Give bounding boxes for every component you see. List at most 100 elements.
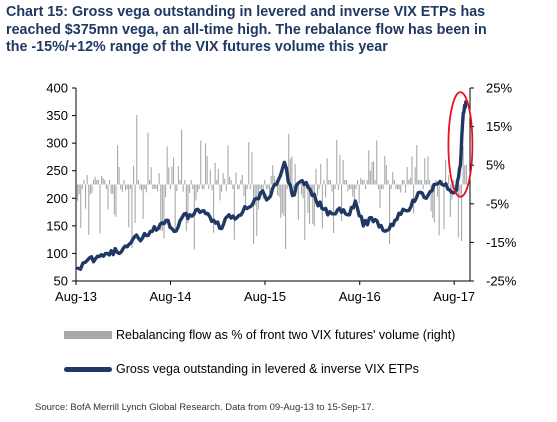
rebalancing-bar xyxy=(192,184,194,190)
rebalancing-bar xyxy=(251,152,253,185)
rebalancing-bar xyxy=(267,184,269,190)
source-note: Source: BofA Merrill Lynch Global Resear… xyxy=(35,402,375,413)
rebalancing-bar xyxy=(107,184,109,210)
rebalancing-bar xyxy=(421,179,423,185)
rebalancing-bar xyxy=(129,184,131,190)
right-tick-label: -25% xyxy=(486,274,517,289)
rebalancing-bar xyxy=(174,184,176,229)
rebalancing-bar xyxy=(363,179,365,185)
rebalancing-bar xyxy=(411,156,413,185)
rebalancing-bar xyxy=(190,179,192,185)
rebalancing-bar xyxy=(320,163,322,185)
rebalancing-bar xyxy=(179,179,181,185)
rebalancing-bar xyxy=(229,176,231,185)
rebalancing-bar xyxy=(187,184,189,223)
rebalancing-bar xyxy=(109,179,111,185)
rebalancing-bar xyxy=(459,184,461,196)
rebalancing-bar xyxy=(373,161,375,185)
rebalancing-bar xyxy=(153,184,155,190)
rebalancing-bar xyxy=(176,184,178,191)
rebalancing-bar xyxy=(136,115,138,185)
rebalancing-bar xyxy=(89,184,91,195)
rebalancing-bar xyxy=(405,184,407,193)
rebalancing-bar xyxy=(102,178,104,185)
rebalancing-bar xyxy=(131,184,133,249)
rebalancing-bar xyxy=(293,184,295,190)
rebalancing-bar xyxy=(443,184,445,229)
rebalancing-bar xyxy=(227,145,229,185)
rebalancing-bar xyxy=(160,184,162,231)
rebalancing-bar xyxy=(465,164,467,185)
rebalancing-bar xyxy=(462,146,464,185)
right-tick-label: 5% xyxy=(486,158,505,173)
rebalancing-bar xyxy=(432,184,434,218)
rebalancing-bar xyxy=(395,184,397,190)
rebalancing-bar xyxy=(209,170,211,185)
rebalancing-bar xyxy=(371,161,373,185)
rebalancing-bar xyxy=(237,184,239,190)
legend-swatch-bars xyxy=(64,331,112,339)
axes: 400 350 300 250 200 150 100 50 25% 15% 5% -5% -15% -2… xyxy=(46,81,516,305)
rebalancing-bar xyxy=(77,184,79,201)
rebalancing-bar xyxy=(241,174,243,185)
rebalancing-bar xyxy=(387,179,389,185)
rebalancing-bar xyxy=(374,179,376,185)
rebalancing-bar xyxy=(273,175,275,185)
rebalancing-bar xyxy=(264,179,266,185)
rebalancing-bar xyxy=(83,179,85,185)
rebalancing-bar xyxy=(384,156,386,185)
vega-series-line xyxy=(76,100,468,271)
rebalancing-bar xyxy=(128,184,130,228)
rebalancing-bar xyxy=(118,167,120,185)
rebalancing-bar xyxy=(403,179,405,185)
rebalancing-bar xyxy=(381,184,383,190)
title-line-1: Chart 15: Gross vega outstanding in leve… xyxy=(6,4,486,20)
rebalancing-bar xyxy=(101,175,103,185)
rebalancing-bar xyxy=(341,184,343,221)
rebalancing-bar xyxy=(120,184,122,190)
rebalancing-bar xyxy=(329,179,331,185)
rebalancing-bar xyxy=(198,184,200,190)
rebalancing-bar xyxy=(464,165,466,185)
rebalancing-bar xyxy=(249,184,251,190)
rebalancing-bar xyxy=(453,179,455,185)
rebalancing-bar xyxy=(177,166,179,185)
rebalancing-bar xyxy=(197,184,199,193)
rebalancing-bar xyxy=(291,156,293,185)
rebalancing-bar xyxy=(181,129,183,185)
rebalancing-bar xyxy=(397,184,399,190)
rebalancing-bar xyxy=(325,184,327,198)
rebalancing-bar xyxy=(419,179,421,185)
rebalancing-bar xyxy=(318,184,320,190)
rebalancing-bar xyxy=(259,184,261,190)
rebalancing-bar xyxy=(193,184,195,250)
rebalancing-bar xyxy=(253,184,255,244)
rebalancing-bar xyxy=(366,179,368,185)
left-tick-label: 400 xyxy=(46,81,68,96)
rebalancing-bar xyxy=(368,150,370,185)
rebalancing-bar xyxy=(309,184,311,225)
rebalancing-bar xyxy=(409,177,411,185)
left-tick-label: 50 xyxy=(54,274,68,289)
rebalancing-bar xyxy=(448,175,450,185)
right-tick-label: -5% xyxy=(486,196,510,211)
rebalancing-bar xyxy=(141,184,143,191)
x-tick-label: Aug-17 xyxy=(433,289,475,304)
rebalancing-bar xyxy=(139,184,141,190)
rebalancing-bar xyxy=(350,184,352,190)
rebalancing-bar xyxy=(461,184,463,241)
rebalancing-bar xyxy=(200,140,202,185)
rebalancing-bar xyxy=(149,179,151,185)
rebalancing-bar xyxy=(243,184,245,197)
x-tick-label: Aug-13 xyxy=(55,289,97,304)
rebalancing-bar xyxy=(393,179,395,185)
rebalancing-bar xyxy=(91,184,93,194)
rebalancing-bar xyxy=(289,158,291,185)
rebalancing-bar xyxy=(205,143,207,185)
rebalancing-bar xyxy=(195,184,197,201)
rebalancing-bar xyxy=(96,179,98,185)
rebalancing-bar xyxy=(246,184,248,190)
rebalancing-bar xyxy=(216,179,218,185)
rebalancing-bar xyxy=(427,156,429,185)
highlight-ellipse xyxy=(447,91,474,198)
